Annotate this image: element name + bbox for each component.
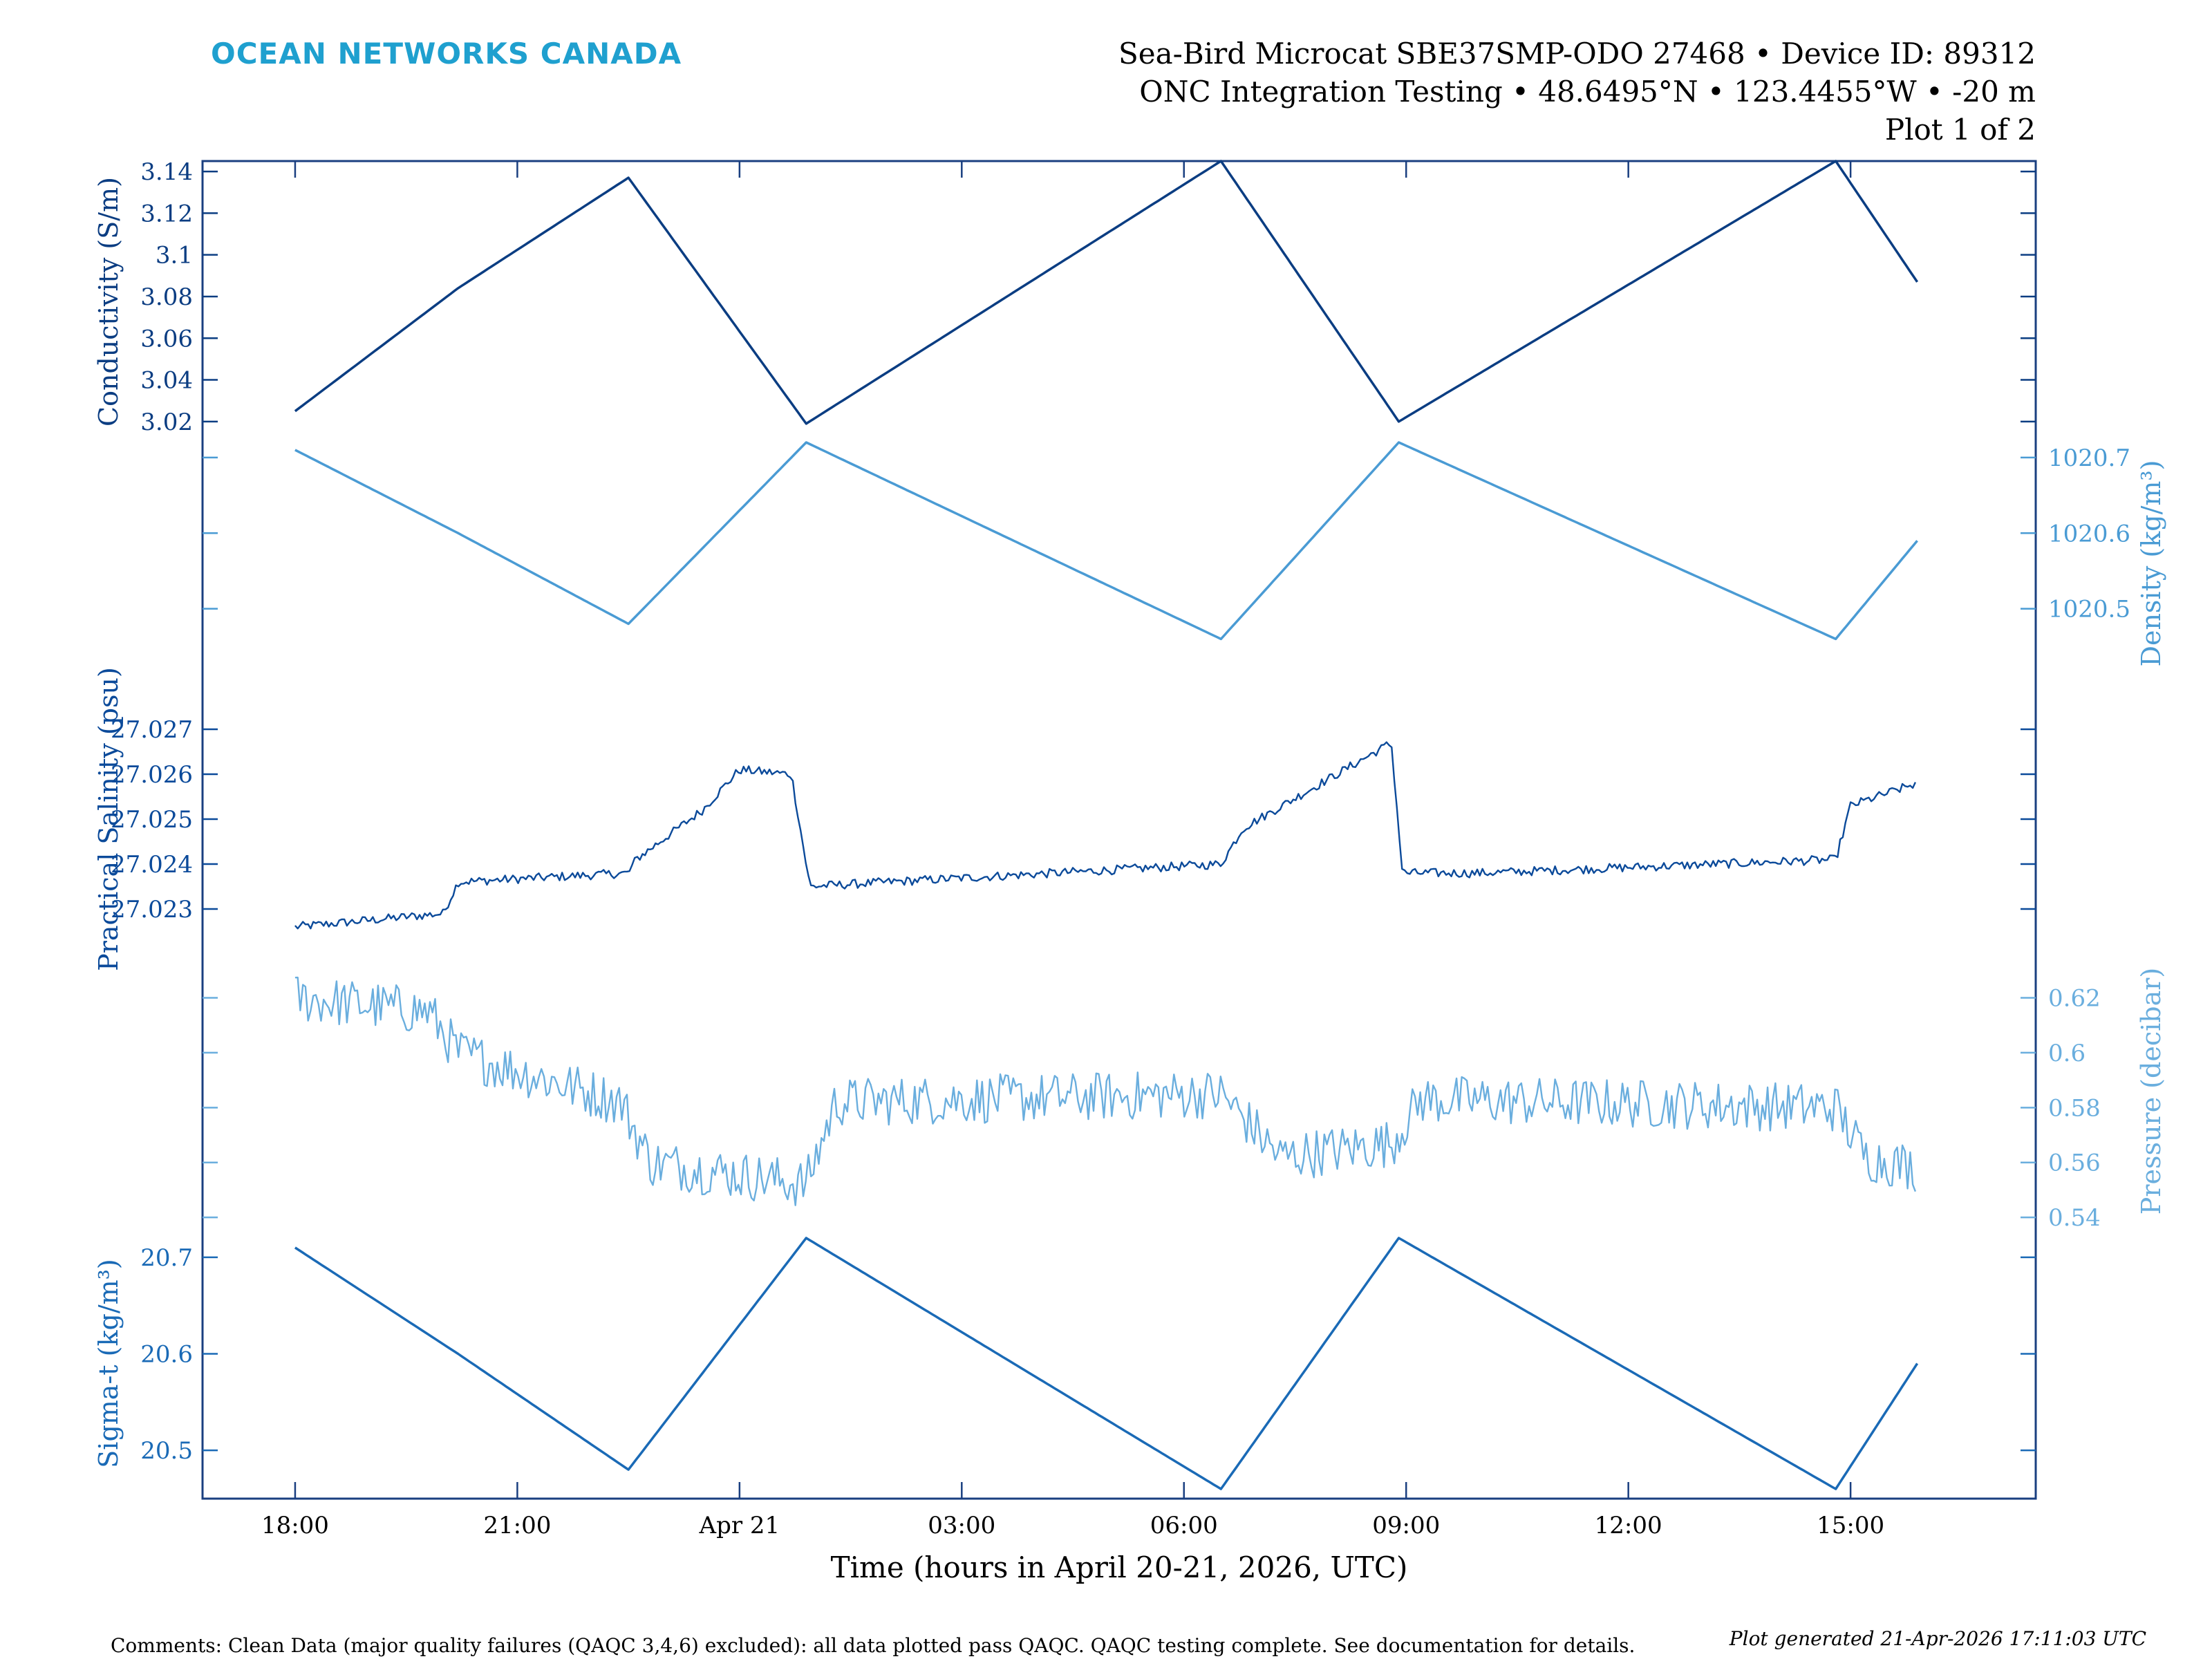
y-tick-label-conductivity: 3.04	[140, 367, 193, 395]
x-tick-label: Apr 21	[699, 1512, 780, 1539]
y-tick-label-pressure: 0.54	[2048, 1204, 2101, 1232]
y-axis-label-sigma-t: Sigma-t (kg/m³)	[93, 1259, 124, 1468]
y-tick-label-density: 1020.6	[2048, 520, 2130, 547]
y-axis-label-density: Density (kg/m³)	[2136, 460, 2166, 667]
footer-generated: Plot generated 21-Apr-2026 17:11:03 UTC	[1729, 1627, 2146, 1650]
panel-pressure: 0.54 0.56 0.58 0.6 0.62 Pressure (decibar)	[203, 968, 2166, 1232]
location-title: ONC Integration Testing • 48.6495°N • 12…	[1139, 75, 2036, 109]
panels: 3.02 3.04 3.06 3.08 3.1 3.12 3.14 Conductivity …	[93, 158, 2166, 1490]
y-tick-label-density: 1020.5	[2048, 596, 2130, 624]
y-tick-label-conductivity: 3.02	[140, 409, 193, 436]
y-axis-label-practical-salinity: Practical Salinity (psu)	[93, 667, 124, 971]
footer-comments: Comments: Clean Data (major quality fail…	[111, 1634, 1635, 1657]
x-tick-label: 09:00	[1372, 1512, 1440, 1539]
y-tick-label-sigma-t: 20.5	[140, 1437, 193, 1465]
panel-sigma-t: 20.5 20.6 20.7 Sigma-t (kg/m³)	[93, 1237, 2036, 1490]
y-tick-label-practical-salinity: 27.023	[111, 896, 193, 924]
y-tick-label-conductivity: 3.06	[140, 325, 193, 353]
y-tick-label-practical-salinity: 27.025	[111, 806, 193, 834]
y-tick-label-pressure: 0.62	[2048, 985, 2101, 1013]
y-tick-label-conductivity: 3.1	[156, 242, 193, 270]
x-axis: 18:00 21:00 Apr 21 03:00 06:00 09:00 12:00 15:0…	[261, 161, 1884, 1539]
y-axis-label-conductivity: Conductivity (S/m)	[93, 177, 124, 427]
series-line-pressure	[294, 976, 1917, 1206]
brand-logo: OCEAN NETWORKS CANADA	[211, 37, 682, 71]
y-axis-label-pressure: Pressure (decibar)	[2136, 968, 2166, 1215]
x-tick-label: 18:00	[261, 1512, 329, 1539]
x-tick-label: 15:00	[1817, 1512, 1884, 1539]
x-tick-label: 03:00	[928, 1512, 995, 1539]
plot-frame	[201, 160, 2037, 1500]
y-tick-label-practical-salinity: 27.026	[111, 761, 193, 789]
series-line-practical-salinity	[294, 741, 1916, 930]
x-tick-label: 06:00	[1150, 1512, 1218, 1539]
y-tick-label-pressure: 0.6	[2048, 1040, 2086, 1067]
y-tick-label-practical-salinity: 27.024	[111, 851, 193, 879]
series-line-density	[294, 441, 1918, 641]
x-axis-label: Time (hours in April 20-21, 2026, UTC)	[831, 1550, 1408, 1584]
x-tick-label: 12:00	[1595, 1512, 1662, 1539]
y-tick-label-practical-salinity: 27.027	[111, 716, 193, 744]
panel-practical-salinity: 27.023 27.024 27.025 27.026 27.027Practical …	[93, 667, 2036, 971]
device-title: Sea-Bird Microcat SBE37SMP-ODO 27468 • D…	[1118, 37, 2036, 71]
series-line-conductivity	[294, 160, 1919, 425]
y-tick-label-density: 1020.7	[2048, 444, 2130, 472]
y-tick-label-conductivity: 3.12	[140, 200, 193, 227]
y-tick-label-sigma-t: 20.6	[140, 1341, 193, 1369]
y-tick-label-pressure: 0.56	[2048, 1150, 2101, 1177]
y-tick-label-sigma-t: 20.7	[140, 1244, 193, 1272]
x-tick-label: 21:00	[483, 1512, 551, 1539]
panel-conductivity: 3.02 3.04 3.06 3.08 3.1 3.12 3.14 Conductivity …	[93, 158, 2036, 436]
series-line-sigma-t	[294, 1237, 1919, 1490]
plot-counter: Plot 1 of 2	[1885, 113, 2036, 147]
y-tick-label-conductivity: 3.14	[140, 158, 193, 186]
y-tick-label-conductivity: 3.08	[140, 283, 193, 311]
y-tick-label-pressure: 0.58	[2048, 1094, 2101, 1122]
